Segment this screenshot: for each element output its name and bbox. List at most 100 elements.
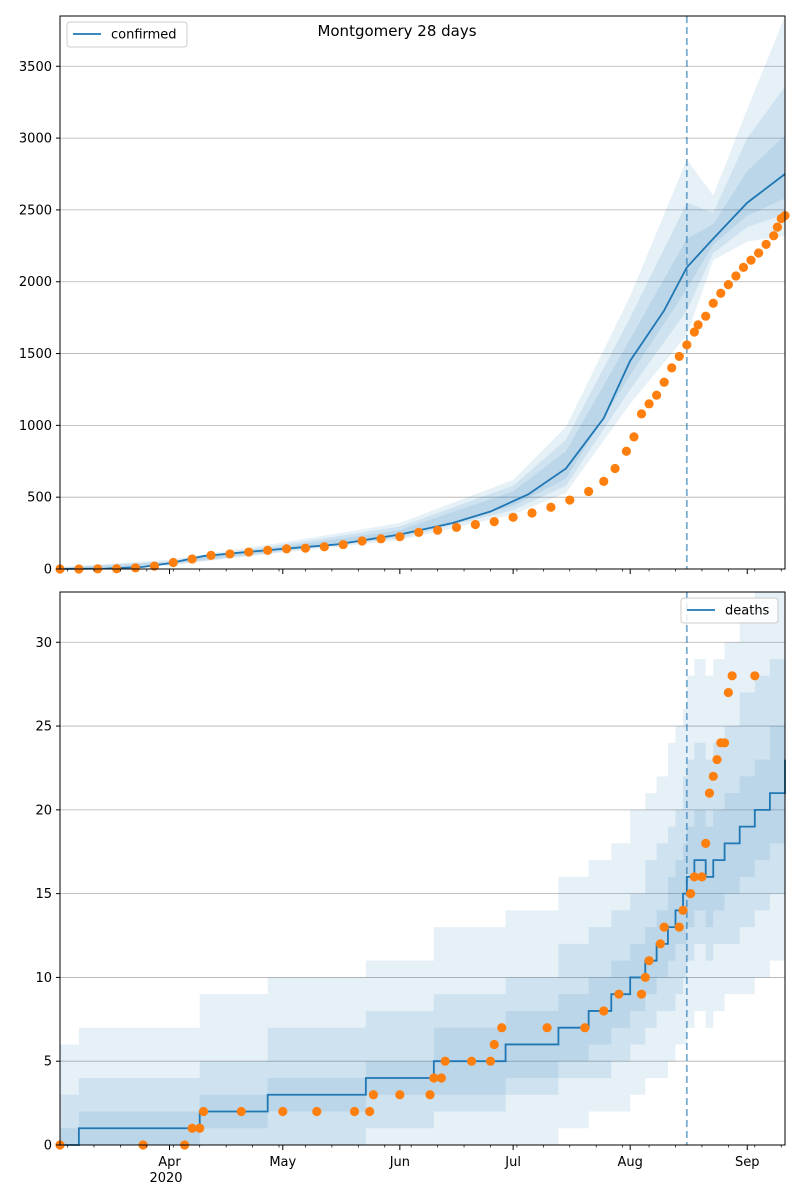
observed-point [716,288,726,298]
y-tick-label: 10 [35,971,52,986]
observed-point [187,554,197,564]
observed-point [636,989,647,999]
observed-point [489,517,499,527]
observed-point [263,545,273,555]
observed-point [708,771,718,781]
observed-point [712,754,722,765]
observed-point [674,922,684,932]
bottom-y-axis: 0 5 10 15 20 25 30 [35,636,60,1154]
top-x-axis [67,569,782,574]
observed-point [376,534,386,544]
observed-point [640,972,650,983]
y-tick-label: 5 [44,1055,52,1070]
bottom-plot-frame [59,591,786,1146]
observed-point [750,671,760,681]
bottom-legend-label: deaths [725,604,770,619]
observed-point [689,872,699,882]
observed-point [769,231,779,241]
observed-point [508,512,518,522]
observed-point [225,549,235,559]
y-tick-label: 3500 [19,60,52,75]
band-outer [60,592,785,1145]
bottom-uncertainty-bands [60,592,785,1145]
observed-point [485,1056,496,1066]
observed-point [546,502,556,512]
observed-point [542,1023,552,1033]
top-plot-frame [59,15,786,570]
y-tick-label: 20 [35,803,52,818]
x-tick-label: Jun [389,1155,410,1170]
observed-point [338,539,348,550]
y-tick-label: 2000 [19,275,52,290]
observed-point [689,327,699,337]
observed-point [610,463,620,474]
observed-point [599,476,609,486]
bottom-x-axis: Apr May Jun Jul Aug Sep [67,1145,782,1170]
observed-point [206,550,216,560]
x-tick-label: Aug [617,1155,642,1170]
observed-point [682,340,692,350]
observed-point [497,1023,507,1033]
observed-point [701,838,711,848]
x-tick-label: Jul [504,1155,521,1170]
top-legend: confirmed [66,21,188,48]
observed-point [685,889,696,899]
observed-point [319,542,329,552]
observed-point [489,1039,499,1050]
observed-point [701,311,711,321]
x-tick-label: Apr [158,1155,181,1170]
top-panel: 0 500 1000 1500 2000 2500 3000 3500 Montgomery … [19,15,790,578]
x-tick-label: Sep [735,1155,760,1170]
y-tick-label: 0 [44,1139,52,1154]
bottom-observed-points [55,671,760,1150]
observed-point [395,1090,405,1100]
y-tick-label: 500 [27,491,52,506]
observed-point [395,532,405,542]
band-outer [60,16,785,569]
observed-point [667,363,677,373]
observed-point [629,432,639,442]
observed-point [130,563,141,573]
observed-point [281,544,292,554]
observed-point [580,1023,590,1033]
observed-point [433,525,443,535]
observed-point [365,1106,375,1117]
bottom-legend-box [680,597,779,624]
observed-point [614,989,624,999]
observed-point [187,1123,197,1133]
observed-point [746,255,756,265]
band-middle [60,86,785,569]
observed-point [659,377,669,387]
observed-point [149,561,160,571]
y-tick-label: 1000 [19,419,52,434]
observed-point [731,271,741,281]
x-tick-label: May [269,1155,296,1170]
band-inner [60,692,785,1145]
observed-point [312,1106,322,1117]
top-gridlines [60,65,785,570]
observed-point [236,1106,246,1117]
observed-point [429,1073,439,1083]
observed-point [198,1106,209,1117]
observed-point [436,1073,446,1083]
band-inner [60,135,785,569]
observed-point [678,905,688,915]
observed-point [414,527,424,537]
observed-point [708,298,718,308]
observed-point [753,248,764,258]
observed-point [723,280,733,290]
observed-point [451,522,462,532]
top-uncertainty-bands [60,16,785,569]
top-legend-box [66,21,188,48]
observed-point [168,557,178,568]
observed-point [704,788,715,798]
observed-point [565,495,575,505]
chart-title: Montgomery 28 days [317,22,476,40]
observed-point [425,1090,435,1100]
observed-point [693,320,703,330]
observed-point [719,738,730,748]
y-tick-label: 3000 [19,132,52,147]
observed-point [644,956,654,966]
top-y-axis: 0 500 1000 1500 2000 2500 3000 3500 [19,60,60,578]
